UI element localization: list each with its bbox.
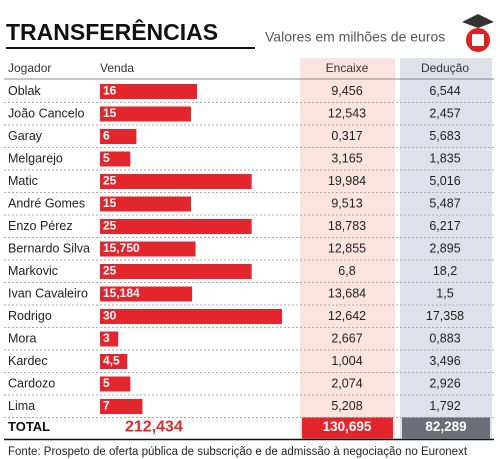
sale-bar	[100, 354, 128, 369]
encaixe-value: 2,667	[331, 331, 362, 345]
player-name: André Gomes	[8, 196, 85, 210]
player-name: Melgarejo	[8, 151, 63, 165]
sale-bar	[100, 399, 143, 414]
sale-bar	[100, 106, 191, 122]
sale-label: 15	[103, 196, 117, 210]
column-header: Dedução	[421, 61, 469, 75]
subtitle: Valores em milhões de euros	[265, 29, 445, 45]
total-deducao-bg	[402, 417, 490, 439]
encaixe-value: 5,208	[331, 399, 362, 413]
encaixe-value: 2,074	[331, 376, 362, 390]
sale-label: 15	[103, 106, 117, 120]
sale-bar	[100, 219, 252, 234]
sale-label: 25	[103, 219, 117, 233]
sale-bar	[100, 286, 193, 302]
encaixe-value: 1,004	[331, 354, 362, 368]
total-label: TOTAL	[8, 419, 50, 434]
total-sale: 212,434	[125, 419, 183, 436]
sale-label: 25	[103, 264, 117, 278]
encaixe-value: 13,684	[328, 286, 366, 300]
deducao-value: 1,792	[429, 399, 460, 413]
sale-label: 30	[103, 309, 117, 323]
deducao-value: 5,683	[429, 129, 460, 143]
sale-label: 15,184	[103, 286, 140, 300]
encaixe-value: 12,642	[328, 309, 366, 323]
encaixe-value: 18,783	[328, 219, 366, 233]
encaixe-value: 6,8	[338, 264, 355, 278]
sale-label: 16	[103, 84, 117, 98]
encaixe-value: 12,855	[328, 241, 366, 255]
sale-bar	[100, 129, 137, 144]
player-name: Kardec	[8, 354, 48, 368]
sale-label: 4,5	[103, 354, 120, 368]
encaixe-value: 3,165	[331, 151, 362, 165]
total-encaixe-bg	[302, 417, 393, 439]
sale-label: 5	[103, 376, 110, 390]
total-encaixe: 130,695	[323, 419, 372, 434]
deducao-value: 3,496	[429, 354, 460, 368]
sale-bar	[100, 264, 252, 279]
sale-bar	[100, 331, 119, 347]
column-header: Jogador	[8, 61, 51, 75]
sale-bar	[100, 174, 252, 189]
sale-bar	[100, 196, 191, 212]
player-name: Ivan Cavaleiro	[8, 286, 88, 300]
encaixe-value: 0,317	[331, 129, 362, 143]
player-name: Markovic	[8, 264, 58, 278]
source: Fonte: Prospeto de oferta pública de sub…	[8, 446, 468, 458]
deducao-value: 2,457	[429, 106, 460, 120]
deducao-value: 17,358	[426, 309, 464, 323]
player-name: Cardozo	[8, 376, 55, 390]
deducao-value: 1,5	[436, 286, 453, 300]
sale-bar	[100, 309, 282, 324]
sale-label: 5	[103, 151, 110, 165]
column-header: Venda	[100, 61, 134, 75]
sale-label: 15,750	[103, 241, 140, 255]
deducao-value: 2,926	[429, 376, 460, 390]
sale-label: 6	[103, 129, 110, 143]
deducao-value: 5,016	[429, 174, 460, 188]
deducao-value: 1,835	[429, 151, 460, 165]
logo	[462, 14, 494, 54]
player-name: Garay	[8, 129, 43, 143]
sale-bar	[100, 151, 131, 167]
column-header: Encaixe	[326, 61, 369, 75]
sale-bar	[100, 241, 196, 257]
deducao-value: 2,895	[429, 241, 460, 255]
encaixe-value: 12,543	[328, 106, 366, 120]
sale-label: 3	[103, 331, 110, 345]
player-name: Rodrigo	[8, 309, 52, 323]
player-name: Matic	[8, 174, 38, 188]
sale-bar	[100, 376, 131, 392]
encaixe-value: 19,984	[328, 174, 366, 188]
encaixe-column-bg	[300, 58, 395, 440]
deducao-value: 6,544	[429, 84, 460, 98]
sale-label: 7	[103, 399, 110, 413]
deducao-value: 5,487	[429, 196, 460, 210]
player-name: Lima	[8, 399, 35, 413]
player-name: João Cancelo	[8, 106, 84, 120]
deducao-value: 6,217	[429, 219, 460, 233]
player-name: Bernardo Silva	[8, 241, 90, 255]
total-deducao: 82,289	[425, 419, 466, 434]
player-name: Oblak	[8, 84, 41, 98]
deducao-column-bg	[400, 58, 492, 440]
sale-bar	[100, 84, 198, 99]
player-name: Enzo Pérez	[8, 219, 73, 233]
deducao-value: 18,2	[433, 264, 457, 278]
encaixe-value: 9,513	[331, 196, 362, 210]
deducao-value: 0,883	[429, 331, 460, 345]
encaixe-value: 9,456	[331, 84, 362, 98]
player-name: Mora	[8, 331, 37, 345]
sale-label: 25	[103, 174, 117, 188]
title: TRANSFERÊNCIAS	[6, 18, 218, 45]
